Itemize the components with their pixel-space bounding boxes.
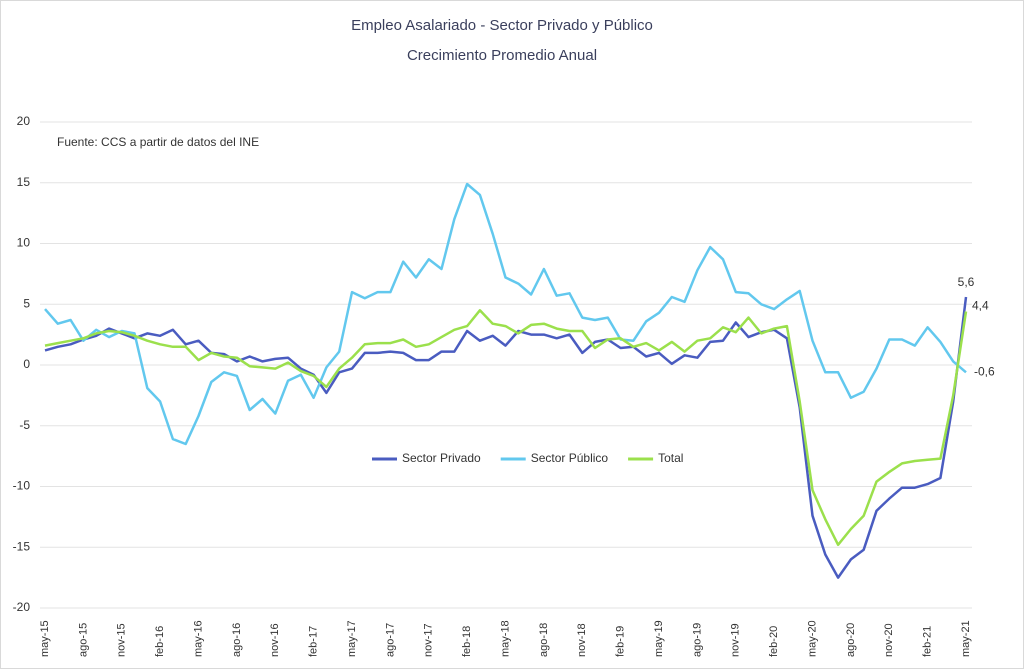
annotation: Fuente: CCS a partir de datos del INE <box>57 135 259 149</box>
x-tick-label: feb-19 <box>615 626 627 657</box>
y-tick-label: -20 <box>13 600 31 614</box>
x-tick-label: may-20 <box>806 620 818 657</box>
x-tick-label: feb-16 <box>154 626 166 657</box>
x-tick-label: may-15 <box>39 620 51 657</box>
legend-label: Sector Privado <box>402 451 481 465</box>
y-tick-label: -15 <box>13 539 31 553</box>
legend-label: Total <box>658 451 683 465</box>
data-label: 4,4 <box>972 299 989 313</box>
series-line <box>44 182 967 446</box>
series-line <box>44 296 968 579</box>
x-tick-label: feb-18 <box>461 626 473 657</box>
x-tick-label: ago-16 <box>231 623 243 657</box>
x-tick-label: nov-17 <box>423 623 435 657</box>
series-line <box>44 309 968 547</box>
y-tick-label: -5 <box>19 418 30 432</box>
data-label: -0,6 <box>974 364 995 378</box>
x-tick-label: feb-17 <box>308 626 320 657</box>
x-tick-label: ago-15 <box>77 623 89 657</box>
x-tick-label: feb-20 <box>768 626 780 657</box>
x-tick-label: nov-15 <box>116 623 128 657</box>
y-tick-label: 15 <box>17 175 31 189</box>
x-tick-label: may-18 <box>499 620 511 657</box>
y-tick-label: -10 <box>13 479 31 493</box>
x-tick-label: ago-17 <box>384 623 396 657</box>
x-tick-label: nov-18 <box>576 623 588 657</box>
legend-label: Sector Público <box>531 451 609 465</box>
y-tick-label: 0 <box>23 357 30 371</box>
x-tick-label: nov-20 <box>883 623 895 657</box>
data-label: 5,6 <box>958 275 975 289</box>
x-tick-label: ago-20 <box>845 623 857 657</box>
x-tick-label: ago-19 <box>691 623 703 657</box>
x-tick-label: nov-16 <box>269 623 281 657</box>
x-tick-label: ago-18 <box>538 623 550 657</box>
chart-title: Empleo Asalariado - Sector Privado y Púb… <box>351 17 653 34</box>
y-tick-label: 5 <box>23 296 30 310</box>
x-tick-label: may-17 <box>346 620 358 657</box>
y-tick-label: 20 <box>17 114 31 128</box>
y-tick-label: 10 <box>17 236 31 250</box>
x-tick-label: nov-19 <box>730 623 742 657</box>
x-tick-label: may-19 <box>653 620 665 657</box>
x-tick-label: may-21 <box>960 620 972 657</box>
x-tick-label: may-16 <box>192 620 204 657</box>
chart-subtitle: Crecimiento Promedio Anual <box>407 47 597 64</box>
x-tick-label: feb-21 <box>922 626 934 657</box>
